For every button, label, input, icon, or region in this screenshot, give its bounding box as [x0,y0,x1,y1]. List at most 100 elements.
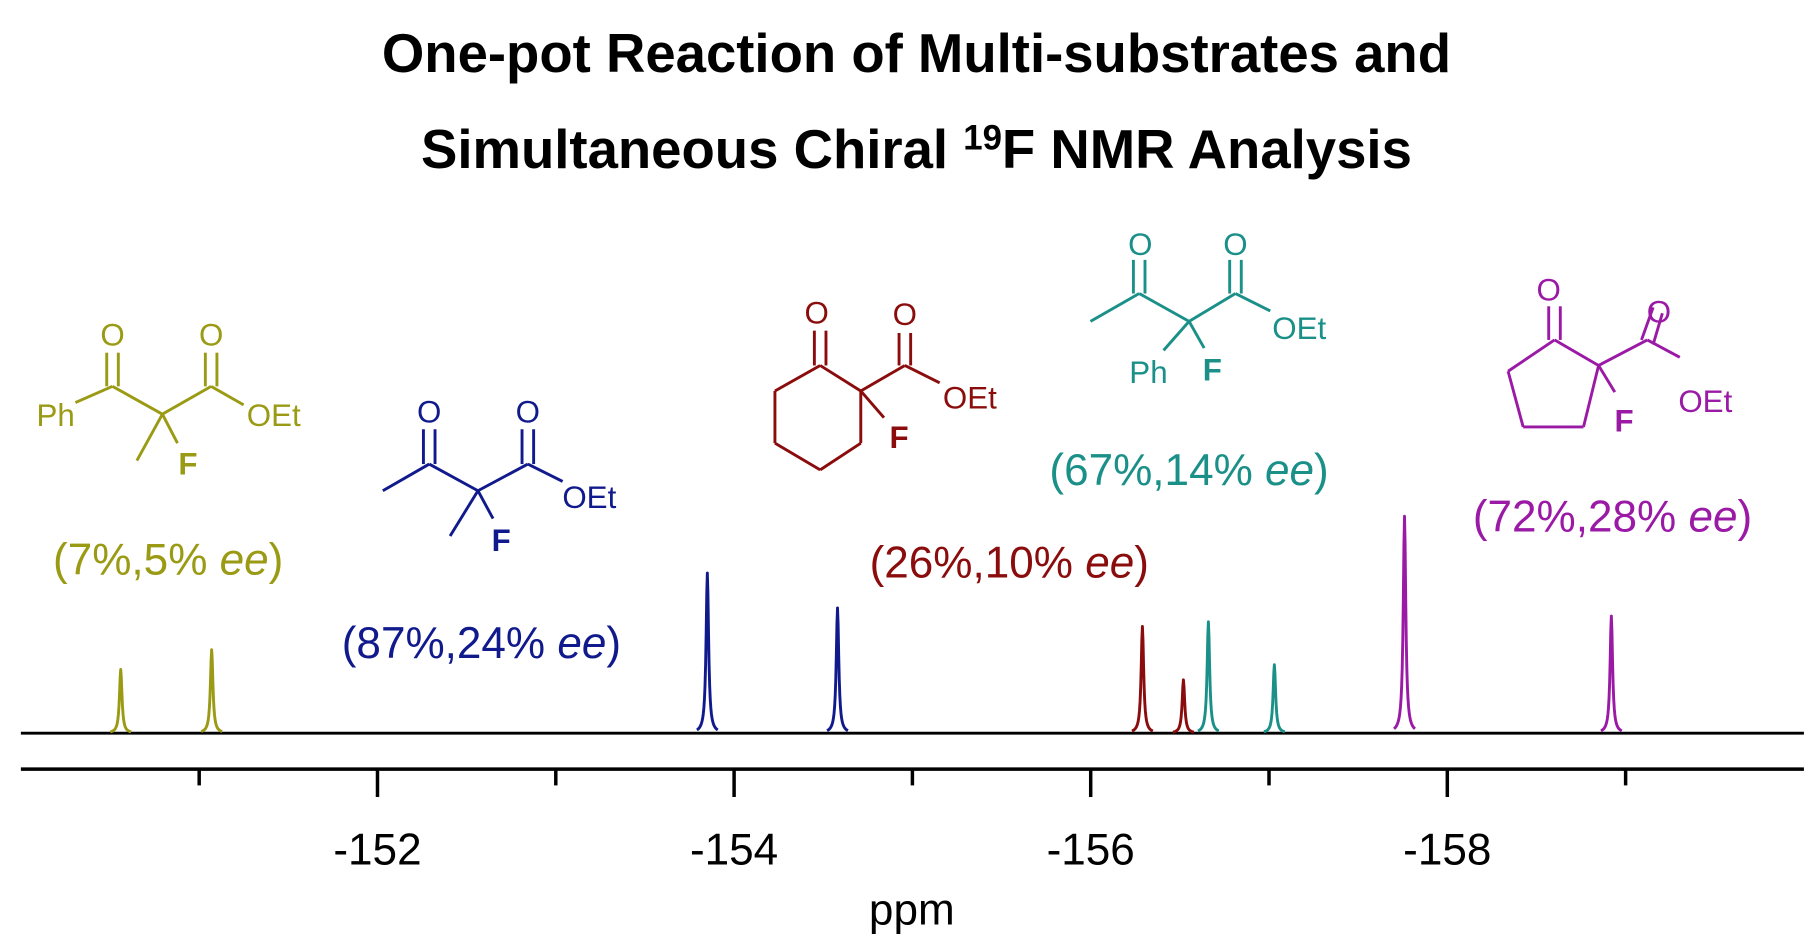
annotation-part: ) [1314,446,1329,495]
bond [860,364,906,393]
atom-label: F [1203,353,1222,388]
title-text: Simultaneous Chiral [421,119,963,180]
annotation-part: ) [606,619,621,668]
bond [161,413,179,444]
bond [477,462,529,493]
chart-title: One-pot Reaction of Multi-substrates and [382,23,1451,84]
atom-label: O [516,394,540,429]
atom-label: F [492,523,511,558]
peak [1131,625,1154,733]
annotation-part: ) [1737,492,1752,541]
bond [1597,338,1648,367]
structure: O O OEt F [773,296,997,472]
atom-label: OEt [1678,384,1732,419]
atom-label: O [1537,272,1561,307]
peak [1600,614,1623,733]
chart-title: Simultaneous Chiral 19F NMR Analysis [421,119,1412,181]
atom-label: F [178,446,197,481]
peak [1172,678,1195,734]
atom-label: F [1615,404,1634,439]
x-tick-label: -152 [333,825,421,874]
atom-label: Ph [37,398,75,433]
peak [1393,514,1416,730]
atom-label: F [889,420,908,455]
annotation-part: ee [1688,492,1737,541]
atom-label: OEt [1272,311,1326,346]
atom-label: OEt [247,398,301,433]
bond [1651,312,1664,345]
bond [111,385,164,416]
atom-label: O [805,296,829,331]
annotation-part: (7%,5% [53,535,220,584]
bond [428,462,479,493]
annotation: (7%,5% ee) [53,535,283,584]
peak [200,648,223,733]
bond [1507,338,1556,373]
atom-label: OEt [943,380,997,415]
bond [1597,364,1617,393]
bond [1188,292,1237,323]
atom-label: O [417,394,441,429]
annotation-part: ee [1265,446,1314,495]
bond [382,462,430,492]
bond [819,441,862,472]
bond [1089,292,1140,323]
bond [859,390,886,419]
bond [74,385,114,404]
bond [1187,320,1206,349]
annotation-part: (26%,10% [870,539,1086,588]
structure: O O OEt F [1506,272,1733,439]
bond [1138,292,1190,323]
bond [1506,370,1525,428]
bond [210,385,245,407]
bond [161,385,212,416]
atom-label: O [893,297,917,332]
title-superscript: 19 [963,119,1002,158]
peak [109,667,133,734]
bond [1234,292,1271,313]
x-tick-label: -158 [1403,825,1491,874]
structure: O O OEt F [382,394,617,558]
annotation-part: ee [557,619,606,668]
bond [448,489,480,537]
bond [1162,320,1191,352]
annotation-part: (72%,28% [1473,492,1689,541]
bond [1640,306,1655,341]
peak [1197,620,1220,733]
atom-label: O [1223,227,1247,262]
atom-label: O [100,318,124,353]
atom-label: Ph [1129,355,1167,390]
annotation-part: ee [220,535,269,584]
bond [476,490,495,520]
bond [819,364,862,393]
x-axis-label: ppm [869,886,955,935]
peak [696,571,719,732]
atom-label: O [1647,295,1671,330]
structure: O O Ph F OEt [1089,227,1327,390]
structure: O O Ph OEt F [37,318,302,482]
annotation: (67%,14% ee) [1049,446,1328,495]
title-text: F NMR Analysis [1002,119,1412,180]
x-tick-label: -156 [1047,825,1135,874]
peak [1263,663,1286,734]
atom-label: OEt [562,480,616,515]
bond [135,413,164,462]
annotation-part: ) [269,535,284,584]
annotation: (72%,28% ee) [1473,492,1752,541]
bond [1646,338,1681,359]
atom-label: O [1128,227,1152,262]
bond [774,364,821,393]
bond [1553,338,1600,367]
peak [826,606,849,732]
bond [527,462,564,483]
bond [774,441,821,472]
annotation: (26%,10% ee) [870,539,1149,588]
annotation-part: (87%,24% [342,619,558,668]
bond [1582,365,1600,428]
bond [904,364,941,385]
annotation-part: (67%,14% [1049,446,1265,495]
x-tick-label: -154 [690,825,778,874]
annotation-part: ) [1134,539,1149,588]
annotation-part: ee [1085,539,1134,588]
